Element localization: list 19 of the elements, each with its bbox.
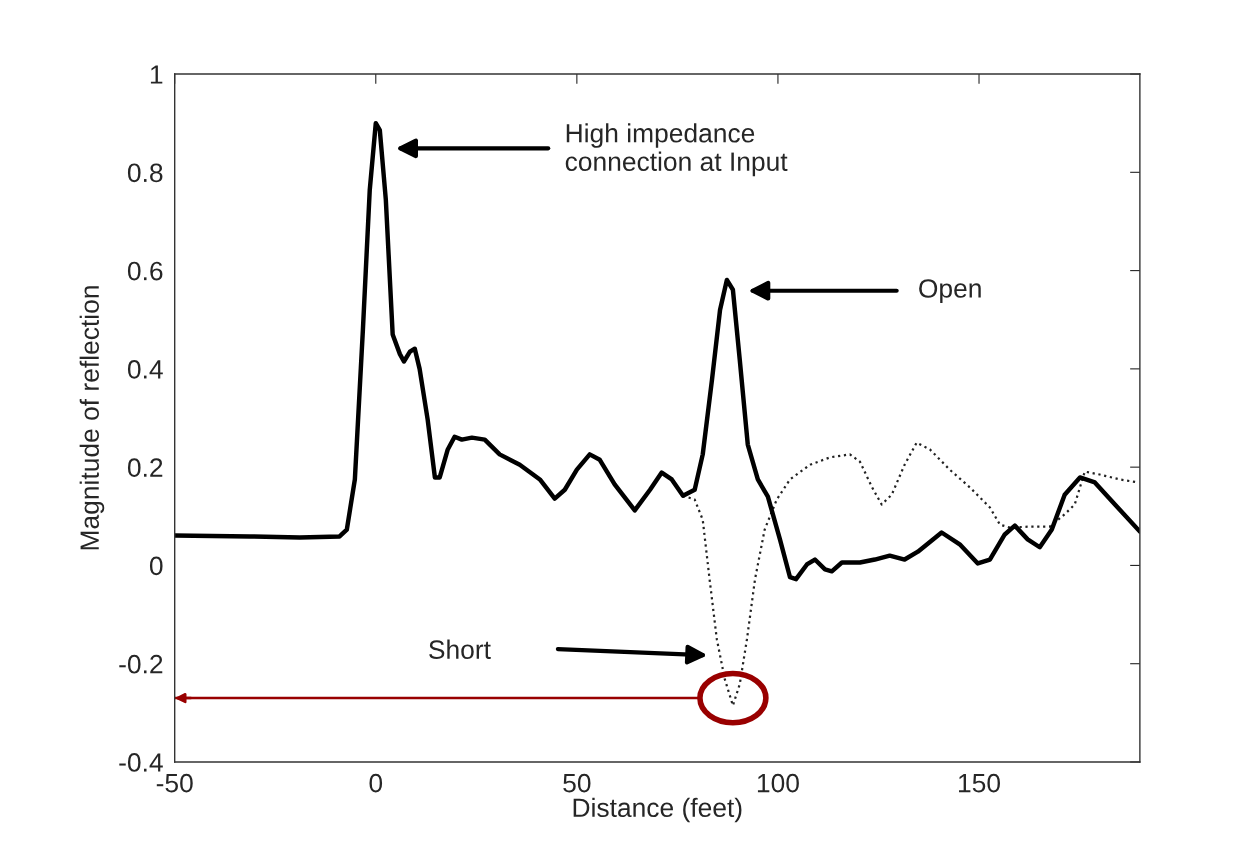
x-tick-label: -50 [156, 773, 193, 793]
annotation: High impedance connection at Input [565, 123, 788, 177]
x-tick-label: 50 [563, 773, 591, 793]
y-tick-label: 0.8 [127, 163, 163, 183]
y-tick-label: 0.4 [127, 360, 163, 379]
x-tick-label: 100 [757, 773, 799, 793]
y-axis-title: Magnitude of reflection [79, 286, 105, 550]
x-axis-title: Distance (feet) [573, 797, 742, 823]
y-tick-label: -0.4 [119, 753, 163, 772]
x-tick-label: 0 [369, 773, 383, 793]
annotation: Short [429, 639, 491, 659]
line-series [174, 120, 1140, 582]
y-tick-label: 0.2 [127, 458, 163, 477]
annotation: Open [919, 279, 981, 304]
y-tick-label: 0.6 [127, 261, 163, 281]
x-tick-label: 150 [959, 773, 1000, 793]
y-tick-label: 0 [149, 556, 163, 576]
y-tick-label: -0.2 [119, 654, 163, 674]
y-tick-label: 1 [150, 65, 163, 84]
